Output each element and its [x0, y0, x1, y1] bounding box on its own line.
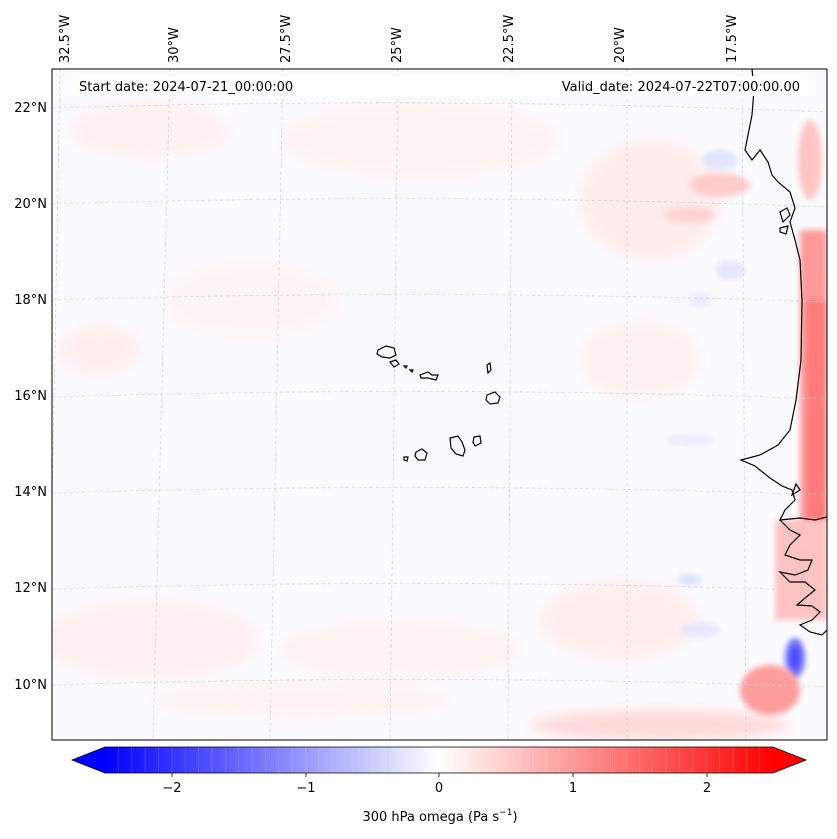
lat-label: 18°N	[14, 293, 47, 308]
lon-label: 25°W	[390, 27, 405, 63]
latitude-labels: 22°N 20°N 18°N 16°N 14°N 12°N 10°N	[14, 101, 47, 693]
lon-label: 32.5°W	[58, 15, 73, 63]
valid-date-label: Valid_date: 2024-07-22T07:00:00.00	[562, 80, 800, 95]
island-santo-antao	[376, 345, 397, 359]
coast-inlets	[778, 519, 827, 636]
lon-label: 27.5°W	[279, 15, 294, 63]
colorbar-title-close: )	[512, 810, 517, 825]
colorbar-outline	[70, 746, 808, 774]
colorbar-title-main: 300 hPa omega (Pa s	[362, 810, 499, 825]
start-date-label: Start date: 2024-07-21_00:00:00	[79, 80, 293, 95]
colorbar: −2 −1 0 1 2 300 hPa omega (Pa s−1)	[70, 746, 808, 825]
map-panel	[51, 68, 828, 741]
colorbar-gradient	[105, 747, 773, 773]
omega-field	[52, 100, 827, 740]
colorbar-tick-labels: −2 −1 0 1 2	[162, 781, 711, 796]
colorbar-title-exponent: −1	[499, 808, 512, 818]
lon-label: 17.5°W	[725, 15, 740, 63]
longitude-labels: 32.5°W 30°W 27.5°W 25°W 22.5°W 20°W 17.5…	[58, 15, 740, 63]
island-boa-vista	[485, 391, 501, 405]
lat-label: 22°N	[14, 101, 47, 116]
island-brava	[403, 456, 409, 462]
colorbar-ticks	[171, 773, 708, 777]
coastlines	[739, 69, 827, 636]
colorbar-title: 300 hPa omega (Pa s−1)	[362, 808, 517, 825]
lat-label: 14°N	[14, 485, 47, 500]
colorbar-tick-label: −1	[296, 781, 315, 796]
map-frame	[51, 68, 828, 741]
date-annotation-background	[70, 76, 810, 96]
lat-label: 16°N	[14, 389, 47, 404]
lat-label: 10°N	[14, 678, 47, 693]
colorbar-tick-label: −2	[162, 781, 181, 796]
cape-verde-islands	[376, 345, 501, 462]
gridlines	[52, 69, 827, 740]
island-sao-nicolau	[419, 371, 439, 381]
island-maio	[472, 435, 482, 447]
island-sao-vicente	[388, 359, 400, 368]
colorbar-tick-label: 1	[569, 781, 577, 796]
lon-label: 30°W	[167, 27, 182, 63]
west-africa-coastline	[739, 69, 827, 521]
lon-label: 22.5°W	[502, 15, 517, 63]
colorbar-tick-label: 2	[703, 781, 711, 796]
lat-label: 12°N	[14, 581, 47, 596]
island-santiago	[449, 435, 466, 457]
island-fogo	[414, 448, 428, 461]
colorbar-low-extend	[72, 747, 105, 773]
colorbar-bands	[118, 747, 760, 773]
island-sal	[486, 361, 492, 375]
colorbar-high-extend	[773, 747, 806, 773]
colorbar-tick-label: 0	[435, 781, 443, 796]
lon-label: 20°W	[613, 27, 628, 63]
lat-label: 20°N	[14, 197, 47, 212]
